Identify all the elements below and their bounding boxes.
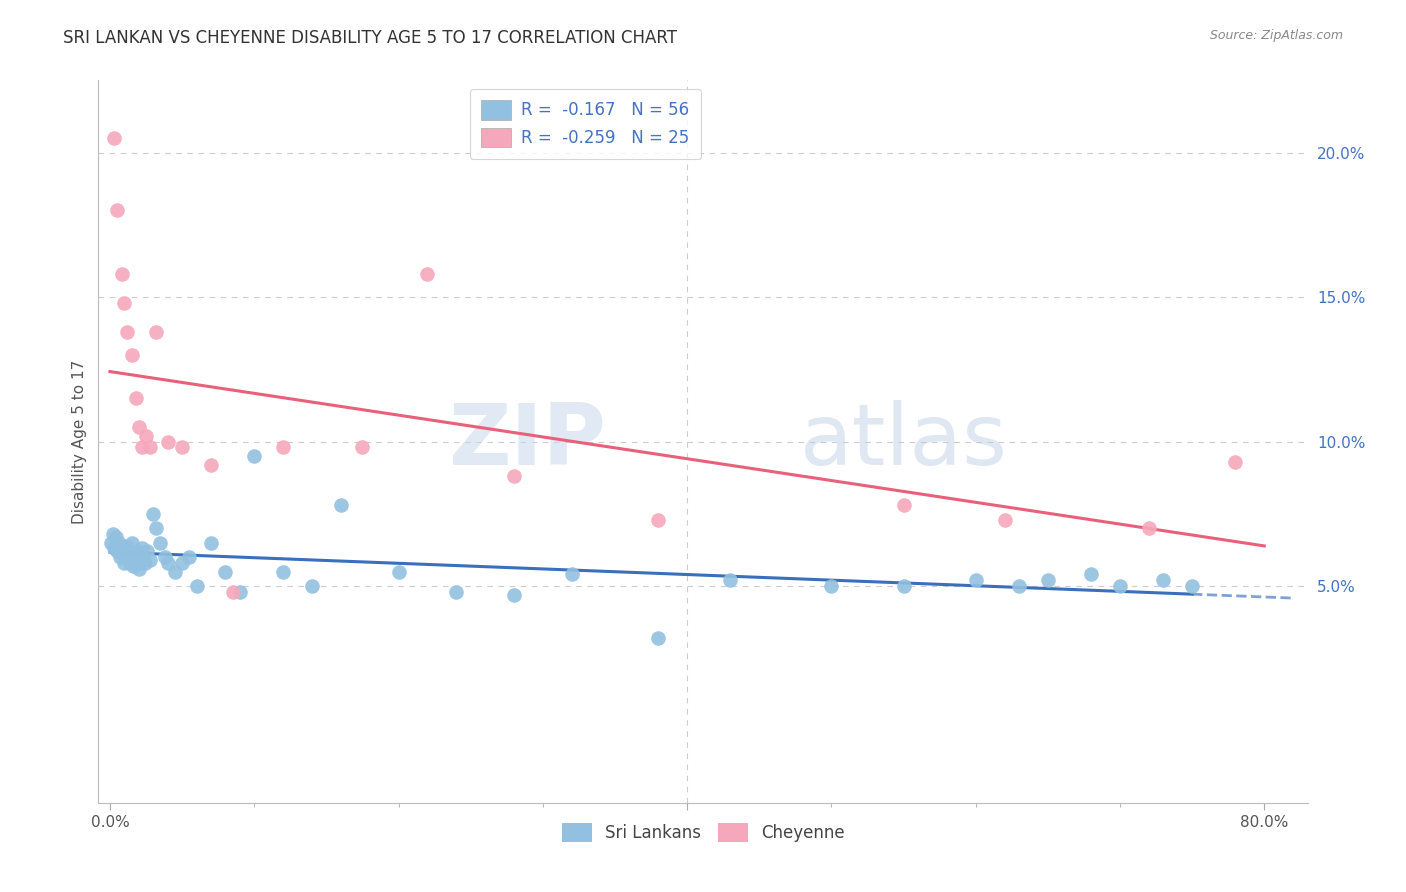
Point [200, 535, 222, 549]
Point [121, 348, 143, 362]
Point [352, 440, 374, 454]
Point [122, 558, 145, 573]
Point [893, 579, 915, 593]
Point [229, 584, 252, 599]
Point [416, 267, 439, 281]
Point [271, 565, 294, 579]
Point [107, 535, 129, 549]
Point [103, 131, 125, 145]
Point [139, 440, 162, 454]
Point [118, 544, 141, 558]
Point [136, 544, 159, 558]
Point [131, 541, 153, 556]
Point [131, 440, 153, 454]
Point [105, 203, 128, 218]
Point [820, 579, 842, 593]
Point [893, 498, 915, 512]
Y-axis label: Disability Age 5 to 17: Disability Age 5 to 17 [72, 359, 87, 524]
Point [156, 556, 179, 570]
Point [105, 544, 128, 558]
Point [271, 440, 294, 454]
Point [134, 556, 156, 570]
Point [172, 556, 194, 570]
Point [128, 420, 150, 434]
Point [186, 579, 208, 593]
Legend: Sri Lankans, Cheyenne: Sri Lankans, Cheyenne [555, 816, 851, 848]
Point [446, 584, 468, 599]
Point [117, 550, 139, 565]
Point [243, 449, 266, 463]
Point [214, 565, 236, 579]
Point [149, 535, 172, 549]
Point [101, 527, 124, 541]
Point [103, 541, 125, 556]
Point [153, 550, 176, 565]
Point [387, 565, 409, 579]
Point [1008, 579, 1031, 593]
Point [104, 530, 127, 544]
Point [125, 556, 148, 570]
Point [172, 440, 194, 454]
Point [1137, 521, 1160, 535]
Point [503, 469, 526, 483]
Point [163, 565, 186, 579]
Text: SRI LANKAN VS CHEYENNE DISABILITY AGE 5 TO 17 CORRELATION CHART: SRI LANKAN VS CHEYENNE DISABILITY AGE 5 … [63, 29, 678, 46]
Point [1109, 579, 1132, 593]
Point [128, 562, 150, 576]
Point [112, 556, 135, 570]
Point [112, 295, 135, 310]
Point [503, 588, 526, 602]
Point [329, 498, 352, 512]
Point [993, 512, 1015, 526]
Point [647, 512, 669, 526]
Point [156, 434, 179, 449]
Point [301, 579, 323, 593]
Point [121, 535, 143, 549]
Point [124, 550, 146, 565]
Text: ZIP: ZIP [449, 400, 606, 483]
Point [145, 521, 167, 535]
Point [965, 574, 987, 588]
Point [718, 574, 741, 588]
Point [125, 391, 148, 405]
Point [145, 325, 167, 339]
Point [110, 267, 132, 281]
Point [100, 535, 122, 549]
Point [179, 550, 201, 565]
Point [129, 550, 152, 565]
Text: Source: ZipAtlas.com: Source: ZipAtlas.com [1209, 29, 1343, 42]
Text: atlas: atlas [800, 400, 1008, 483]
Point [1036, 574, 1059, 588]
Point [111, 547, 134, 561]
Point [108, 550, 131, 565]
Point [127, 544, 149, 558]
Point [110, 541, 132, 556]
Point [117, 325, 139, 339]
Point [221, 584, 243, 599]
Point [120, 556, 142, 570]
Point [139, 553, 162, 567]
Point [1225, 455, 1247, 469]
Point [1080, 567, 1102, 582]
Point [561, 567, 583, 582]
Point [1181, 579, 1204, 593]
Point [114, 539, 136, 553]
Point [200, 458, 222, 472]
Point [1152, 574, 1174, 588]
Point [647, 631, 669, 645]
Point [135, 429, 157, 443]
Point [142, 507, 165, 521]
